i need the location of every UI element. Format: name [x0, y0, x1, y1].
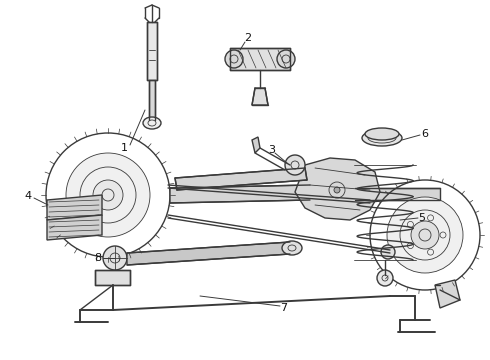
Text: 1: 1 [121, 143, 127, 153]
Circle shape [377, 270, 393, 286]
Text: 7: 7 [280, 303, 288, 313]
Polygon shape [355, 188, 440, 200]
Circle shape [334, 187, 340, 193]
Circle shape [66, 153, 150, 237]
Text: 8: 8 [95, 253, 101, 263]
Circle shape [411, 221, 439, 249]
Polygon shape [295, 158, 380, 220]
Polygon shape [149, 80, 155, 120]
Polygon shape [95, 270, 130, 285]
Text: 6: 6 [421, 129, 428, 139]
Polygon shape [127, 242, 290, 265]
Polygon shape [252, 137, 260, 153]
Circle shape [285, 155, 305, 175]
Polygon shape [175, 168, 307, 190]
Text: 5: 5 [418, 213, 425, 223]
Polygon shape [230, 48, 290, 70]
Polygon shape [170, 185, 310, 203]
Circle shape [93, 180, 123, 210]
Text: 2: 2 [245, 33, 251, 43]
Circle shape [103, 246, 127, 270]
Ellipse shape [362, 130, 402, 146]
Circle shape [387, 197, 463, 273]
Polygon shape [435, 280, 460, 308]
Polygon shape [47, 215, 102, 240]
Text: 3: 3 [269, 145, 275, 155]
Polygon shape [47, 195, 102, 220]
Ellipse shape [225, 50, 243, 68]
Text: 4: 4 [24, 191, 31, 201]
Circle shape [381, 245, 395, 259]
Polygon shape [252, 88, 268, 105]
Ellipse shape [143, 117, 161, 129]
Ellipse shape [282, 241, 302, 255]
Ellipse shape [365, 128, 399, 140]
Polygon shape [147, 22, 157, 80]
Ellipse shape [277, 50, 295, 68]
